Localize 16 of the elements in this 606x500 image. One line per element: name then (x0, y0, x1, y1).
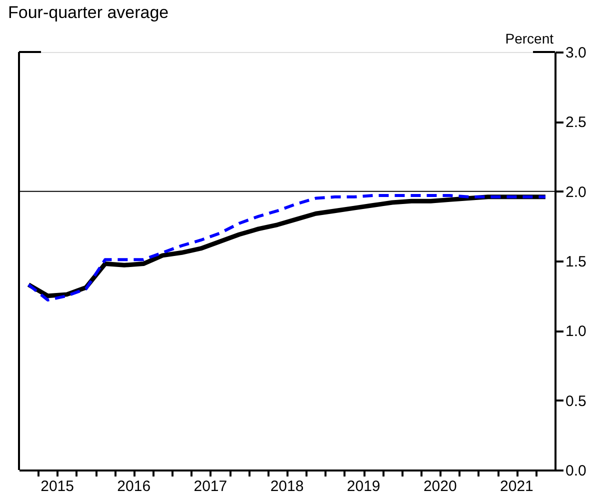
chart-subtitle: Four-quarter average (8, 3, 169, 22)
y-tick-label: 0.5 (566, 392, 586, 410)
y-tick-label: 0.0 (566, 462, 586, 480)
y-tick-label: 1.0 (566, 323, 586, 340)
y-tick-label: 1.5 (566, 254, 586, 270)
x-tick-label: 2016 (117, 478, 151, 495)
x-tick-label: 2020 (423, 478, 457, 495)
x-tick-label: 2021 (500, 478, 534, 495)
x-tick-label: 2017 (194, 478, 228, 495)
y-tick-label: 2.0 (566, 184, 586, 201)
x-tick-label: 2015 (40, 478, 74, 495)
x-tick-label: 2018 (270, 478, 304, 495)
y-axis-title: Percent (505, 30, 554, 46)
y-tick-label: 3.0 (566, 44, 586, 62)
y-tick-label: 2.5 (566, 114, 586, 132)
x-tick-label: 2019 (346, 478, 380, 495)
